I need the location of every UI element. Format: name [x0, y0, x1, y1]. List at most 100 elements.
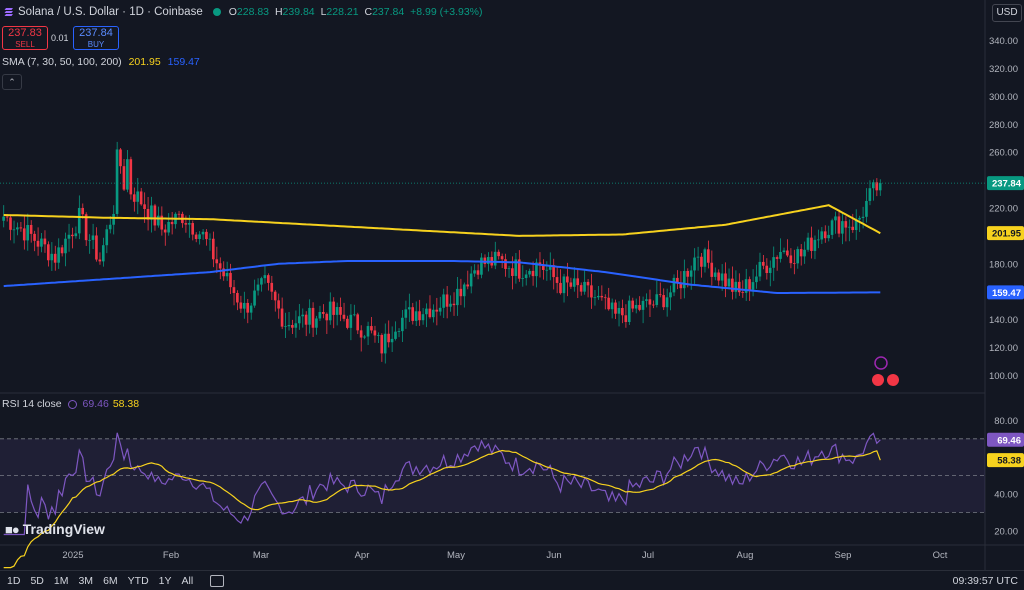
- candle: [339, 297, 342, 322]
- calendar-icon[interactable]: [210, 574, 225, 587]
- candle: [414, 301, 418, 327]
- candle: [22, 215, 26, 250]
- candle: [136, 178, 139, 215]
- candle: [304, 311, 308, 337]
- candle: [452, 292, 456, 316]
- rsi-legend[interactable]: RSI 14 close 69.46 58.38: [2, 398, 140, 410]
- price-change: +8.99 (+3.93%): [410, 6, 483, 18]
- candle: [153, 203, 157, 231]
- clock: 09:39:57 UTC: [952, 575, 1018, 587]
- currency-button[interactable]: USD: [992, 4, 1022, 22]
- candle: [146, 196, 150, 231]
- candle: [273, 290, 277, 312]
- candle: [225, 261, 229, 281]
- range-1m[interactable]: 1M: [53, 574, 69, 587]
- candle: [101, 237, 105, 267]
- candle: [19, 221, 23, 232]
- rsi-ma-value-tag-bg: [987, 453, 1024, 468]
- candle: [328, 292, 332, 325]
- candle: [490, 251, 494, 269]
- range-6m[interactable]: 6M: [103, 574, 118, 587]
- time-axis-label: Aug: [737, 550, 754, 561]
- candle: [679, 271, 683, 300]
- candle: [194, 232, 198, 243]
- candle: [229, 263, 232, 294]
- price-chart[interactable]: 100.00120.00140.00160.00180.00200.00220.…: [0, 0, 1024, 570]
- time-axis-label: Sep: [835, 550, 852, 561]
- candle: [150, 196, 153, 233]
- collapse-legend-button[interactable]: ⌃: [2, 74, 22, 90]
- candle: [665, 288, 669, 317]
- candle: [607, 287, 610, 311]
- candle: [517, 250, 521, 282]
- candle: [401, 310, 404, 343]
- candle: [428, 295, 432, 319]
- range-all[interactable]: All: [181, 574, 194, 587]
- candle: [67, 223, 71, 252]
- range-1y[interactable]: 1Y: [158, 574, 172, 587]
- rsi-tick-label: 80.00: [994, 416, 1018, 427]
- symbol-title[interactable]: Solana / U.S. Dollar · 1D · Coinbase: [18, 6, 203, 18]
- spread-value: 0.01: [51, 33, 69, 43]
- candle: [260, 276, 263, 292]
- candle: [789, 248, 793, 269]
- last-price-tag: 237.84: [992, 179, 1022, 190]
- time-axis-label: Feb: [163, 550, 179, 561]
- candle: [376, 332, 380, 344]
- candle: [156, 206, 160, 228]
- candle: [624, 304, 628, 328]
- time-axis-label: Oct: [933, 550, 948, 561]
- candle: [720, 264, 724, 291]
- candle: [352, 304, 356, 317]
- range-ytd[interactable]: YTD: [127, 574, 149, 587]
- candle: [600, 285, 604, 301]
- candle: [779, 238, 782, 263]
- rsi-tick-label: 40.00: [994, 490, 1018, 501]
- buy-button[interactable]: 237.84 BUY: [73, 26, 119, 50]
- candle: [676, 270, 679, 290]
- rsi-settings-icon[interactable]: [67, 399, 77, 409]
- sell-button[interactable]: 237.83 SELL: [2, 26, 48, 50]
- candle: [786, 239, 789, 258]
- candle: [57, 238, 60, 269]
- candle: [621, 299, 624, 324]
- price-tick-label: 280.00: [989, 120, 1018, 131]
- candle: [593, 289, 597, 306]
- candle: [445, 286, 449, 319]
- range-1d[interactable]: 1D: [7, 574, 21, 587]
- candle: [438, 296, 442, 316]
- earnings-event-icon: [874, 356, 888, 370]
- candle: [493, 241, 497, 270]
- candle: [545, 261, 549, 281]
- candle: [744, 268, 748, 301]
- candle: [576, 268, 579, 299]
- candle: [205, 229, 208, 246]
- candle: [662, 288, 665, 311]
- sma-legend[interactable]: SMA (7, 30, 50, 100, 200) 201.95 159.47: [2, 56, 200, 68]
- range-5d[interactable]: 5D: [30, 574, 44, 587]
- price-tick-label: 260.00: [989, 148, 1018, 159]
- rsi-value-tag-bg: [987, 432, 1024, 447]
- candle: [734, 270, 738, 299]
- candle: [459, 278, 463, 306]
- candle: [421, 307, 425, 325]
- candle: [837, 209, 841, 238]
- candle: [139, 187, 143, 206]
- candle: [253, 279, 256, 308]
- tradingview-logo-icon: ■●: [5, 521, 20, 537]
- candle: [700, 253, 703, 278]
- candle: [562, 273, 566, 303]
- range-3m[interactable]: 3M: [78, 574, 94, 587]
- candle: [2, 205, 5, 228]
- candle: [610, 298, 614, 319]
- candle: [844, 216, 848, 242]
- candle: [731, 266, 734, 300]
- candle: [768, 260, 772, 287]
- last-price-tag-bg: [987, 176, 1024, 191]
- time-axis-label: Jun: [546, 550, 561, 561]
- candle: [648, 289, 652, 317]
- price-tick-label: 120.00: [989, 343, 1018, 354]
- candle: [356, 312, 359, 335]
- candle: [476, 264, 480, 280]
